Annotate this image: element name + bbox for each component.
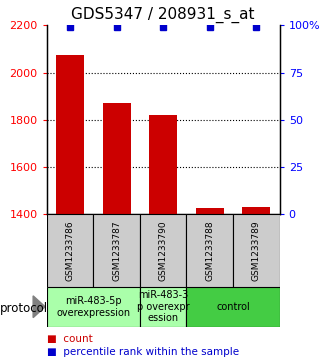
Text: ■  percentile rank within the sample: ■ percentile rank within the sample bbox=[47, 347, 239, 357]
Text: GSM1233786: GSM1233786 bbox=[65, 220, 75, 281]
Bar bbox=[140, 287, 186, 327]
Bar bbox=[47, 287, 140, 327]
Bar bbox=[47, 214, 93, 287]
Polygon shape bbox=[33, 296, 45, 318]
Bar bbox=[93, 214, 140, 287]
Bar bbox=[196, 208, 224, 214]
Text: GSM1233788: GSM1233788 bbox=[205, 220, 214, 281]
Title: GDS5347 / 208931_s_at: GDS5347 / 208931_s_at bbox=[71, 7, 255, 23]
Text: GSM1233787: GSM1233787 bbox=[112, 220, 121, 281]
Bar bbox=[103, 103, 131, 214]
Bar bbox=[186, 214, 233, 287]
Text: control: control bbox=[216, 302, 250, 312]
Text: GSM1233789: GSM1233789 bbox=[252, 220, 261, 281]
Text: miR-483-3
p overexpr
ession: miR-483-3 p overexpr ession bbox=[137, 290, 189, 323]
Text: GSM1233790: GSM1233790 bbox=[159, 220, 168, 281]
Text: protocol: protocol bbox=[0, 302, 49, 315]
Text: ■  count: ■ count bbox=[47, 334, 92, 344]
Bar bbox=[186, 287, 280, 327]
Bar bbox=[56, 55, 84, 214]
Bar bbox=[242, 207, 270, 214]
Bar bbox=[149, 115, 177, 214]
Bar bbox=[233, 214, 280, 287]
Bar bbox=[140, 214, 186, 287]
Text: miR-483-5p
overexpression: miR-483-5p overexpression bbox=[56, 296, 130, 318]
